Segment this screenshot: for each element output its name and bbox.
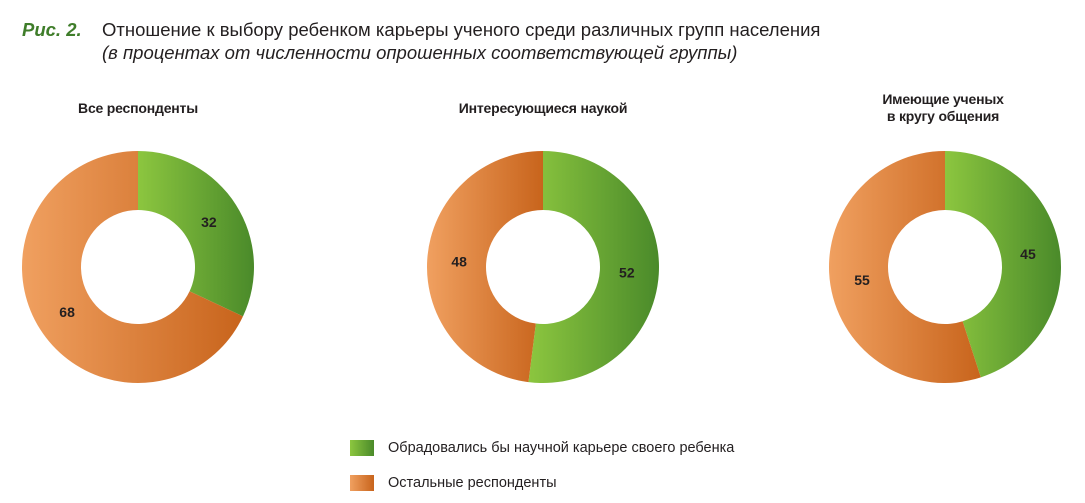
chart-2-slice-green [528,151,660,383]
chart-1-title: Все респонденты [18,100,258,117]
chart-3-value-label-green: 45 [1020,246,1036,262]
chart-3-title: Имеющие ученых в кругу общения [823,91,1063,125]
chart-2-slice-orange [426,151,543,383]
chart-3-title-line-1: Имеющие ученых [882,91,1004,107]
legend-label-orange: Остальные респонденты [388,475,557,491]
chart-2-value-label-green: 52 [619,264,635,280]
legend-swatch-green [350,440,374,456]
legend-item-green: Обрадовались бы научной карьере своего р… [350,438,950,458]
chart-2-value-label-orange: 48 [451,254,467,270]
figure-header: Рис. 2. Отношение к выбору ребенком карье… [22,19,821,63]
chart-3-slice-orange [828,151,981,384]
figure-number: Рис. 2. [22,19,82,40]
chart-3-title-line-2: в кругу общения [886,108,1000,124]
chart-2-title-line-1: Интересующиеся наукой [458,100,628,116]
legend-label-green: Обрадовались бы научной карьере своего р… [388,440,735,456]
chart-3-slice-green [945,151,1061,378]
chart-2-title: Интересующиеся наукой [423,100,663,117]
chart-1-value-label-orange: 68 [59,304,75,320]
chart-1-value-label-green: 32 [201,214,217,230]
chart-3-value-label-orange: 55 [854,272,870,288]
legend-swatch-orange [350,475,374,491]
chart-1-title-line-1: Все респонденты [78,100,198,116]
legend-item-orange: Остальные респонденты [350,473,950,493]
chart-1-slice-green [138,151,255,317]
chart-1-slice-orange [22,151,243,383]
figure-subtitle: в процентах от численности опрошенных со… [108,42,732,63]
figure-title: Отношение к выбору ребенком карьеры учен… [102,19,821,40]
